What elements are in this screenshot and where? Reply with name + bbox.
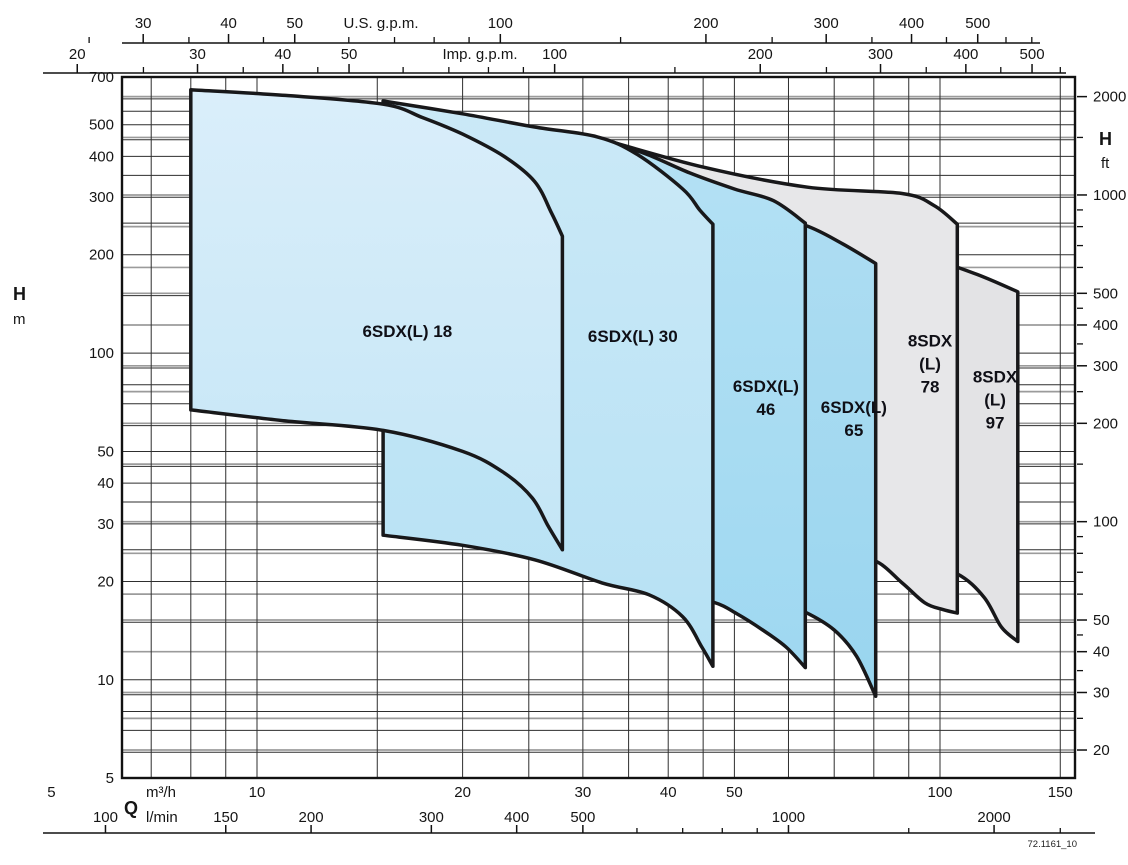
- pump-label-line: (L): [984, 391, 1006, 410]
- axis-tick-label: 200: [748, 46, 773, 63]
- axis-tick-label: 500: [965, 15, 990, 32]
- axis-tick-label: 20: [1093, 742, 1110, 759]
- axis-tick-label: 200: [299, 809, 324, 826]
- axis-tick-label: 150: [1048, 784, 1073, 801]
- axis-tick-label: 700: [89, 69, 114, 86]
- axis-tick-label: 300: [89, 189, 114, 206]
- axis-tick-label: 400: [953, 46, 978, 63]
- axis-tick-label: 30: [97, 516, 114, 533]
- axis-tick-label: 1000: [772, 809, 805, 826]
- pump-label-line: 6SDX(L): [821, 398, 887, 417]
- pump-label-6sdx-l-18: 6SDX(L) 18: [362, 322, 452, 341]
- axis-tick-label: 50: [726, 784, 743, 801]
- axis-letter-q: Q: [124, 798, 138, 818]
- axis-tick-label: 1000: [1093, 187, 1126, 204]
- pump-label-line: (L): [919, 354, 941, 373]
- axis-title-us-gpm: U.S. g.p.m.: [343, 15, 418, 32]
- axis-tick-label: 50: [97, 443, 114, 460]
- axis-tick-label: 500: [570, 809, 595, 826]
- axis-tick-label: 400: [89, 148, 114, 165]
- axis-tick-label: 400: [899, 15, 924, 32]
- axis-tick-label: 2000: [1093, 89, 1126, 106]
- axis-tick-label: 40: [275, 46, 292, 63]
- axis-tick-label: 500: [1020, 46, 1045, 63]
- axis-tick-label: 300: [419, 809, 444, 826]
- axis-h-ft: 2000 1000 500 400 300 200 100 50 40 30 20 Hft: [1077, 89, 1126, 759]
- axis-tick-label: 50: [341, 46, 358, 63]
- pump-label-line: 6SDX(L) 30: [588, 327, 678, 346]
- axis-tick-label: 30: [189, 46, 206, 63]
- axis-tick-label: 300: [1093, 358, 1118, 375]
- axis-tick-label: 200: [1093, 415, 1118, 432]
- plot-frame: [120, 75, 1077, 780]
- pump-label-line: 97: [986, 414, 1005, 433]
- axis-tick-label: 500: [1093, 285, 1118, 302]
- pump-label-line: 8SDX: [908, 331, 953, 350]
- axis-tick-label: 2000: [977, 809, 1010, 826]
- axis-tick-label: 100: [1093, 514, 1118, 531]
- axis-tick-label: 500: [89, 117, 114, 134]
- axis-tick-label: 100: [93, 809, 118, 826]
- pump-label-8sdx-l-97: 8SDX (L) 97: [973, 368, 1018, 433]
- axis-title-imp-gpm: Imp. g.p.m.: [442, 46, 517, 63]
- pump-label-line: 46: [756, 400, 775, 419]
- pump-label-6sdx-l-30: 6SDX(L) 30: [588, 327, 678, 346]
- axis-tick-label: 10: [249, 784, 266, 801]
- envelope-6sdx-l-18: [189, 87, 565, 552]
- axis-us-gpm: 30 40 50 100 200 300 400 500 U.S. g.p.m.: [88, 15, 1040, 44]
- axis-tick-label: 40: [1093, 644, 1110, 661]
- axis-tick-label: 300: [868, 46, 893, 63]
- axis-tick-label: 30: [135, 15, 152, 32]
- axis-tick-label: 150: [213, 809, 238, 826]
- axis-imp-gpm: 20 30 40 50 100 200 300 400 500 Imp. g.p.m.: [43, 46, 1066, 74]
- axis-letter-h-right: H: [1099, 129, 1112, 149]
- axis-tick-label: 100: [89, 345, 114, 362]
- axis-tick-label: 400: [504, 809, 529, 826]
- axis-tick-label: 20: [454, 784, 471, 801]
- axis-tick-label: 5: [106, 770, 114, 787]
- axis-tick-label: 10: [97, 672, 114, 689]
- axis-tick-label: 50: [286, 15, 303, 32]
- axis-h-m: 700 500 400 300 200 100 50 40 30 20 10 5 Hm: [13, 69, 114, 787]
- axis-tick-label: 100: [927, 784, 952, 801]
- axis-tick-label: 20: [97, 573, 114, 590]
- axis-tick-label: 100: [542, 46, 567, 63]
- axis-tick-label: 300: [814, 15, 839, 32]
- pump-envelopes: [189, 87, 1020, 699]
- pump-label-line: 6SDX(L): [733, 377, 799, 396]
- pump-label-line: 65: [844, 421, 863, 440]
- axis-tick-label: 5: [47, 784, 55, 801]
- axis-unit-ft: ft: [1101, 155, 1110, 172]
- pump-label-6sdx-l-65: 6SDX(L) 65: [821, 398, 887, 440]
- pump-label-line: 6SDX(L) 18: [362, 322, 452, 341]
- axis-tick-label: 40: [97, 475, 114, 492]
- axis-tick-label: 40: [220, 15, 237, 32]
- axis-q-m3h: 5 10 20 30 40 50 100 150 Qm³/h: [47, 784, 1073, 818]
- pump-label-8sdx-l-78: 8SDX (L) 78: [908, 331, 953, 396]
- axis-tick-label: 200: [693, 15, 718, 32]
- axis-unit-lmin: l/min: [146, 809, 178, 826]
- pump-label-line: 78: [921, 377, 940, 396]
- axis-letter-h-left: H: [13, 284, 26, 304]
- axis-tick-label: 20: [69, 46, 86, 63]
- axis-tick-label: 40: [660, 784, 677, 801]
- axis-unit-m: m: [13, 311, 26, 328]
- axis-tick-label: 50: [1093, 612, 1110, 629]
- axis-q-lmin: 100 150 200 300 400 500 1000 2000 l/min: [43, 809, 1095, 834]
- pump-labels: 6SDX(L) 18 6SDX(L) 30 6SDX(L) 46 6SDX(L) 65 8S…: [362, 322, 1017, 440]
- axis-tick-label: 30: [1093, 684, 1110, 701]
- axis-tick-label: 30: [575, 784, 592, 801]
- pump-label-line: 8SDX: [973, 368, 1018, 387]
- drawing-reference-code: 72.1161_10: [1027, 839, 1078, 850]
- axis-tick-label: 400: [1093, 317, 1118, 334]
- axis-tick-label: 200: [89, 247, 114, 264]
- axis-tick-label: 100: [488, 15, 513, 32]
- pump-label-6sdx-l-46: 6SDX(L) 46: [733, 377, 799, 419]
- axis-unit-m3h: m³/h: [146, 784, 176, 801]
